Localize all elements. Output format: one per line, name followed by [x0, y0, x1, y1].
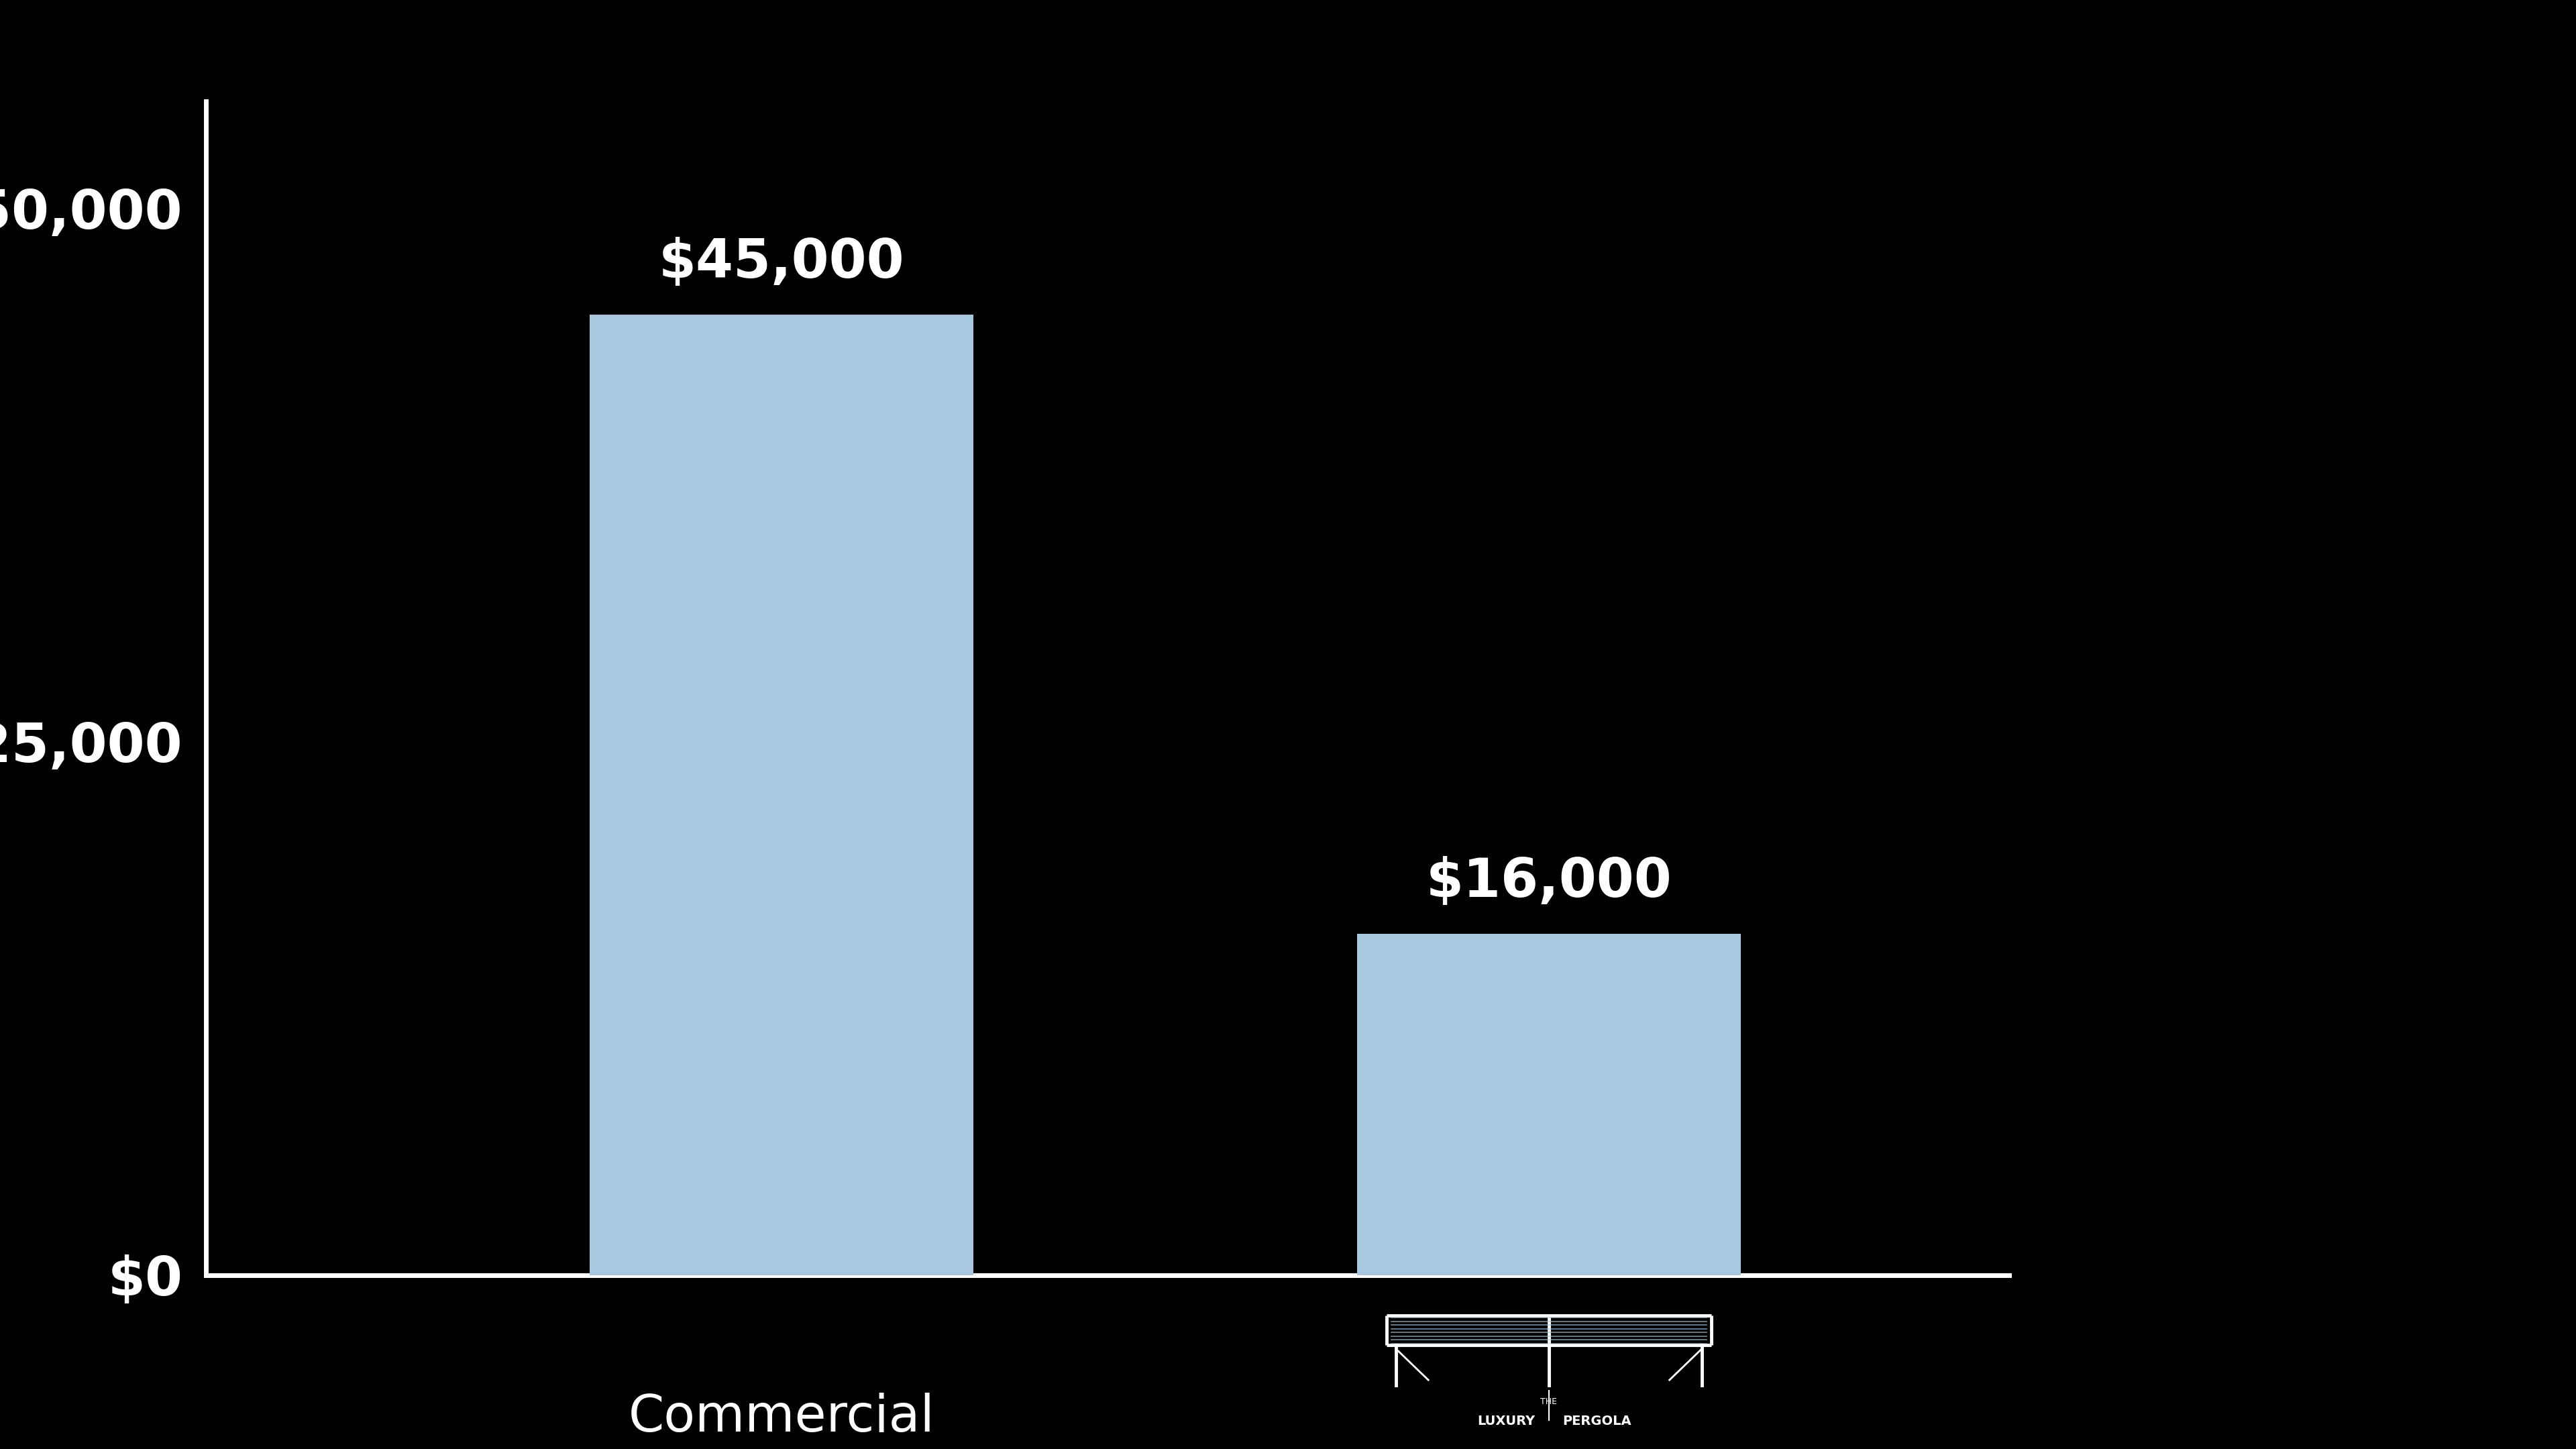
Bar — [590, 314, 974, 1275]
Text: PERGOLA: PERGOLA — [1564, 1414, 1631, 1427]
Bar — [1358, 933, 1741, 1275]
Text: LUXURY: LUXURY — [1476, 1414, 1535, 1427]
Text: Commercial
Pergola: Commercial Pergola — [629, 1392, 935, 1449]
Text: $45,000: $45,000 — [659, 236, 904, 290]
Text: THE: THE — [1540, 1397, 1558, 1406]
Text: $16,000: $16,000 — [1427, 856, 1672, 909]
